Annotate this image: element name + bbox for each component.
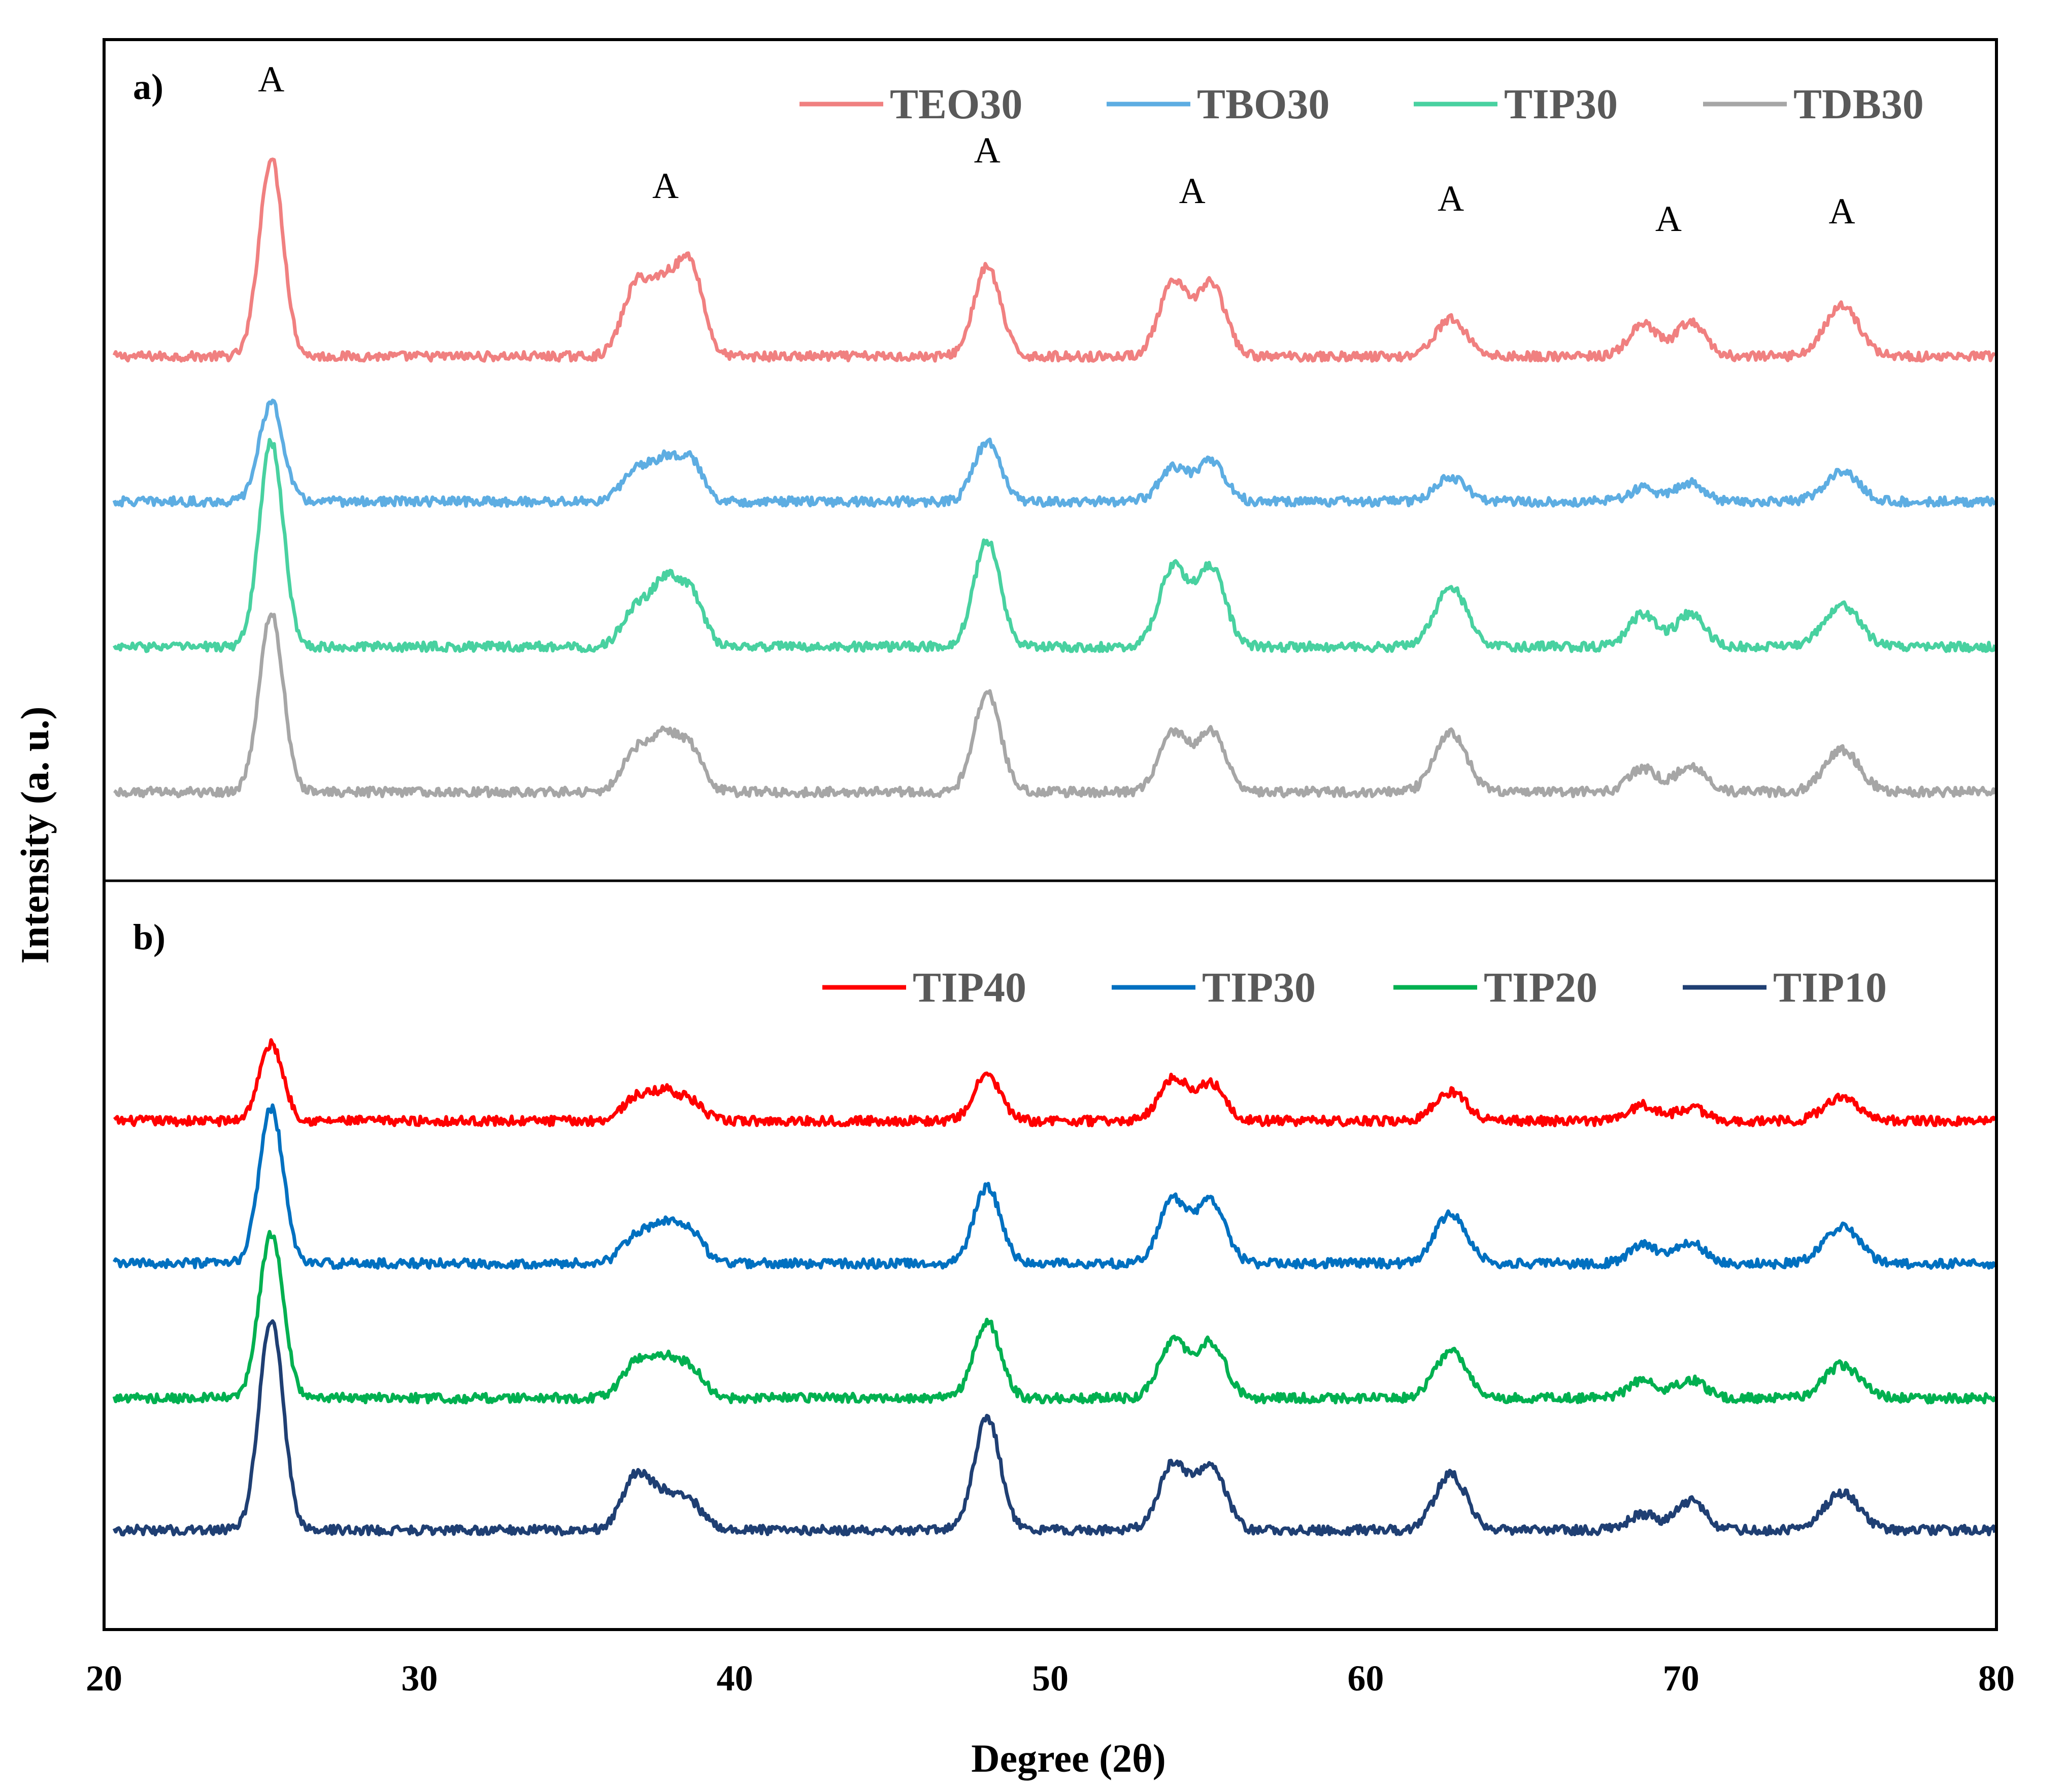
- peak-label: A: [1655, 198, 1682, 239]
- x-axis-title: Degree (2θ): [971, 1736, 1166, 1780]
- legend-label-tip20: TIP20: [1484, 964, 1597, 1011]
- plot-frame: [103, 38, 1998, 1631]
- x-tick-label: 70: [1663, 1658, 1700, 1699]
- legend-label-tdb30: TDB30: [1793, 81, 1924, 128]
- peak-label: A: [258, 59, 284, 99]
- x-tick-label: 80: [1978, 1658, 2015, 1699]
- x-tick-label: 60: [1347, 1658, 1384, 1699]
- peak-label: A: [1829, 191, 1855, 231]
- series-line-tip40: [113, 1038, 1997, 1127]
- legend-label-tip40: TIP40: [913, 964, 1026, 1011]
- x-tick-label: 20: [86, 1658, 122, 1699]
- panel-label: b): [133, 917, 165, 957]
- plot-area: [112, 157, 1997, 1537]
- series-line-tip30: [112, 1103, 1997, 1270]
- y-axis-title: Intensity (a. u.): [13, 706, 57, 964]
- x-tick-label: 50: [1032, 1658, 1069, 1699]
- panel-label: a): [133, 67, 163, 107]
- series-line-tbo30: [112, 399, 1997, 508]
- peak-label: A: [974, 130, 1001, 171]
- series-line-tip10: [112, 1319, 1997, 1537]
- legend-label-tip30: TIP30: [1202, 964, 1316, 1011]
- legend-label-tbo30: TBO30: [1197, 81, 1329, 128]
- peak-label: A: [652, 165, 679, 206]
- series-line-tdb30: [113, 612, 1997, 799]
- series-line-teo30: [112, 157, 1996, 363]
- peak-label: A: [1179, 171, 1206, 211]
- legend-label-teo30: TEO30: [890, 81, 1022, 128]
- legend-label-tip30: TIP30: [1504, 81, 1618, 128]
- x-tick-label: 40: [717, 1658, 753, 1699]
- legend-label-tip10: TIP10: [1773, 964, 1887, 1011]
- series-line-tip30: [112, 438, 1997, 653]
- peak-label: A: [1438, 178, 1464, 219]
- series-line-tip20: [112, 1230, 1997, 1405]
- annotations: a) TEO30 TBO30 TIP30 TDB30 A A A A A A Ab) TIP40 TIP3…: [13, 59, 2015, 1780]
- x-tick-label: 30: [401, 1658, 438, 1699]
